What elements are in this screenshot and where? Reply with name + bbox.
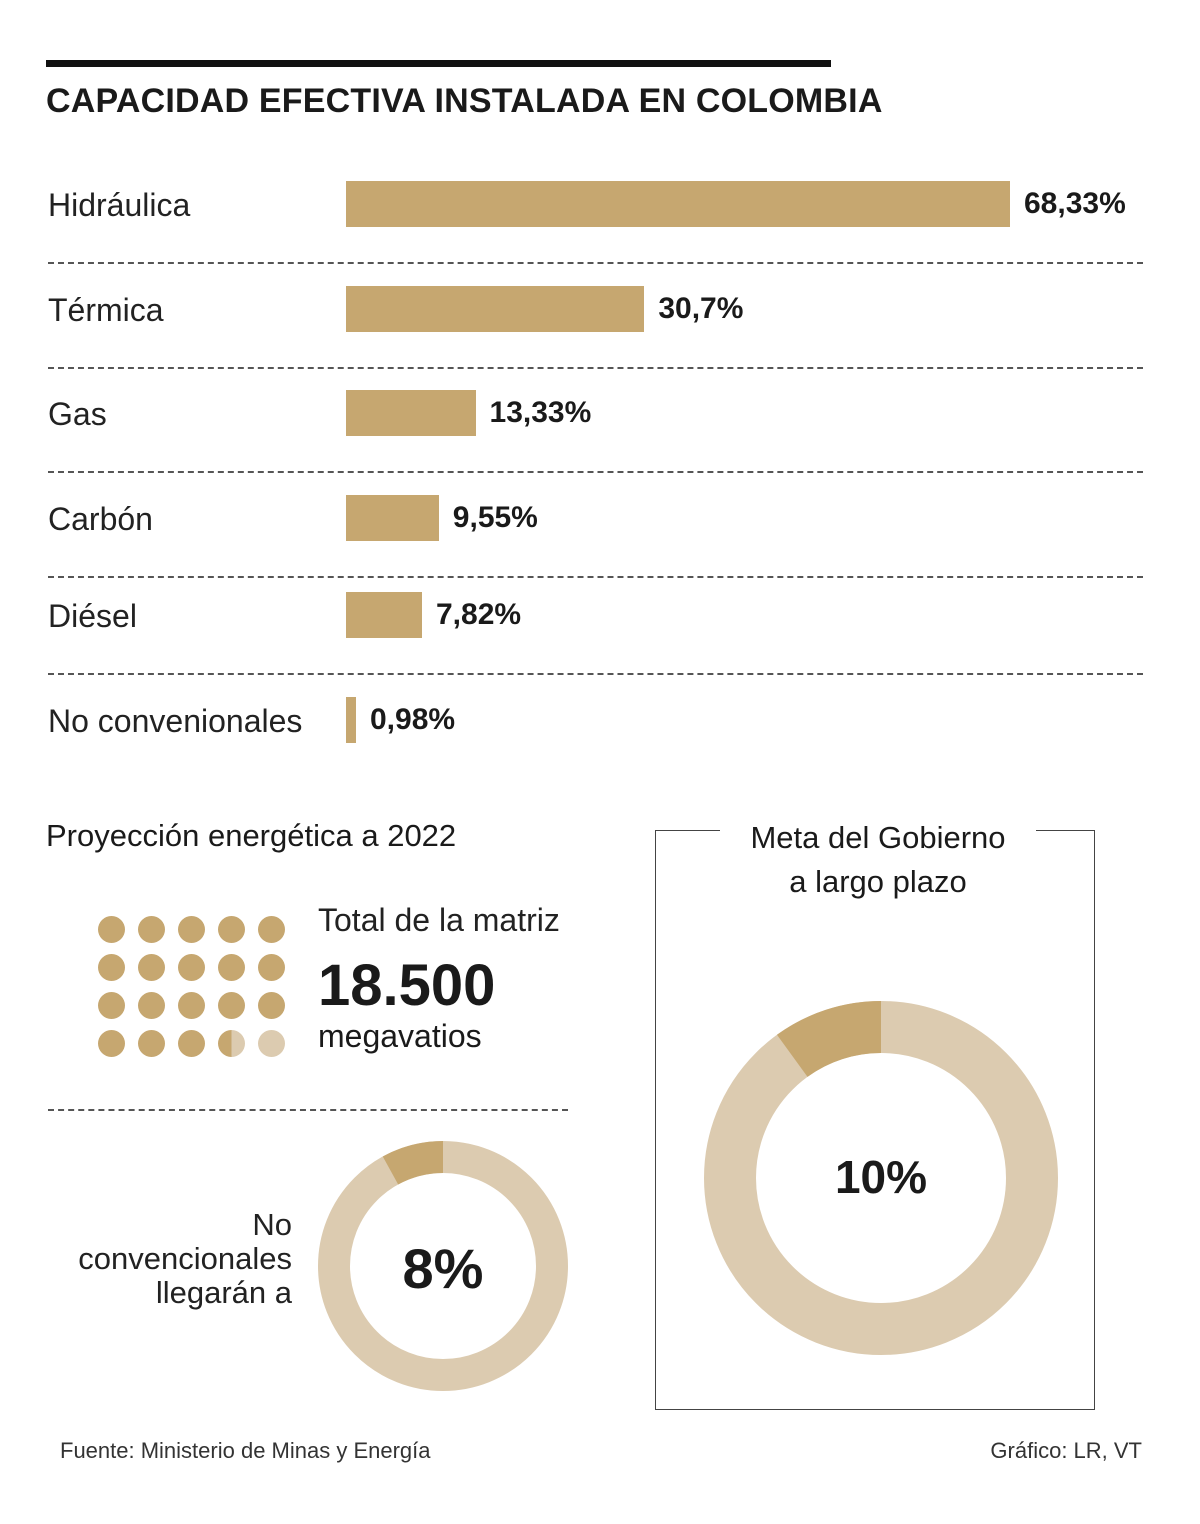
matrix-dot	[258, 1030, 285, 1057]
donut-goal-highlight-slice	[776, 1001, 881, 1077]
bar-value-label: 13,33%	[489, 396, 592, 429]
donut-nonconventional	[318, 1141, 568, 1391]
matrix-dot	[178, 992, 205, 1019]
matrix-dot	[218, 992, 245, 1019]
matrix-dot	[138, 992, 165, 1019]
top-rule	[46, 60, 831, 67]
matrix-dot	[258, 954, 285, 981]
category-label: Térmica	[48, 292, 164, 328]
bar	[346, 181, 1010, 227]
nonconventional-label: No convencionales llegarán a	[40, 1208, 292, 1310]
bar	[346, 592, 422, 638]
matrix-dot	[258, 992, 285, 1019]
row-divider	[48, 576, 1143, 578]
goal-title: Meta del Gobierno a largo plazo	[720, 816, 1036, 904]
chart-title: CAPACIDAD EFECTIVA INSTALADA EN COLOMBIA	[46, 82, 883, 120]
row-divider	[48, 471, 1143, 473]
matrix-dot	[98, 916, 125, 943]
donut-goal	[704, 1001, 1058, 1355]
matrix-dot	[98, 1030, 125, 1057]
matrix-dot	[98, 954, 125, 981]
matrix-dot	[138, 1030, 165, 1057]
credit-note: Gráfico: LR, VT	[990, 1438, 1142, 1463]
matrix-dot	[138, 954, 165, 981]
bar-value-label: 7,82%	[435, 598, 522, 631]
bar	[346, 697, 356, 743]
category-label: Gas	[48, 396, 107, 432]
matrix-unit: megavatios	[318, 1018, 482, 1054]
bar-value-label: 68,33%	[1024, 187, 1126, 220]
matrix-dot	[218, 1030, 245, 1057]
section-divider	[48, 1109, 568, 1111]
bar-value-label: 0,98%	[370, 703, 456, 736]
bar-value-label: 9,55%	[452, 501, 538, 534]
row-divider	[48, 673, 1143, 675]
row-divider	[48, 367, 1143, 369]
projection-title: Proyección energética a 2022	[46, 818, 457, 853]
matrix-label: Total de la matriz	[318, 902, 560, 938]
matrix-dot	[218, 916, 245, 943]
matrix-dot	[138, 916, 165, 943]
bar-value-label: 30,7%	[658, 292, 744, 325]
goal-title-line-2: a largo plazo	[789, 864, 967, 899]
nonconventional-label-line-2: convencionales	[78, 1241, 292, 1276]
category-label: No convenionales	[48, 703, 303, 739]
bar	[346, 286, 645, 332]
matrix-dot	[178, 916, 205, 943]
nonconventional-label-line-1: No	[252, 1207, 292, 1242]
matrix-dot	[218, 954, 245, 981]
row-divider	[48, 262, 1143, 264]
category-label: Diésel	[48, 598, 137, 634]
matrix-dot	[258, 916, 285, 943]
matrix-value: 18.500	[318, 953, 496, 1018]
matrix-dot	[98, 992, 125, 1019]
category-label: Hidráulica	[48, 187, 191, 223]
goal-frame	[655, 830, 1095, 1410]
matrix-dot	[178, 1030, 205, 1057]
donut-goal-value: 10%	[834, 1151, 928, 1203]
donut-nonconventional-highlight-slice	[382, 1141, 443, 1185]
matrix-dot	[178, 954, 205, 981]
goal-title-line-1: Meta del Gobierno	[750, 820, 1006, 855]
bar	[346, 495, 439, 541]
source-note: Fuente: Ministerio de Minas y Energía	[60, 1438, 431, 1463]
donut-nonconventional-value: 8%	[402, 1237, 484, 1300]
nonconventional-label-line-3: llegarán a	[155, 1275, 292, 1310]
category-label: Carbón	[48, 501, 153, 537]
bar	[346, 390, 476, 436]
